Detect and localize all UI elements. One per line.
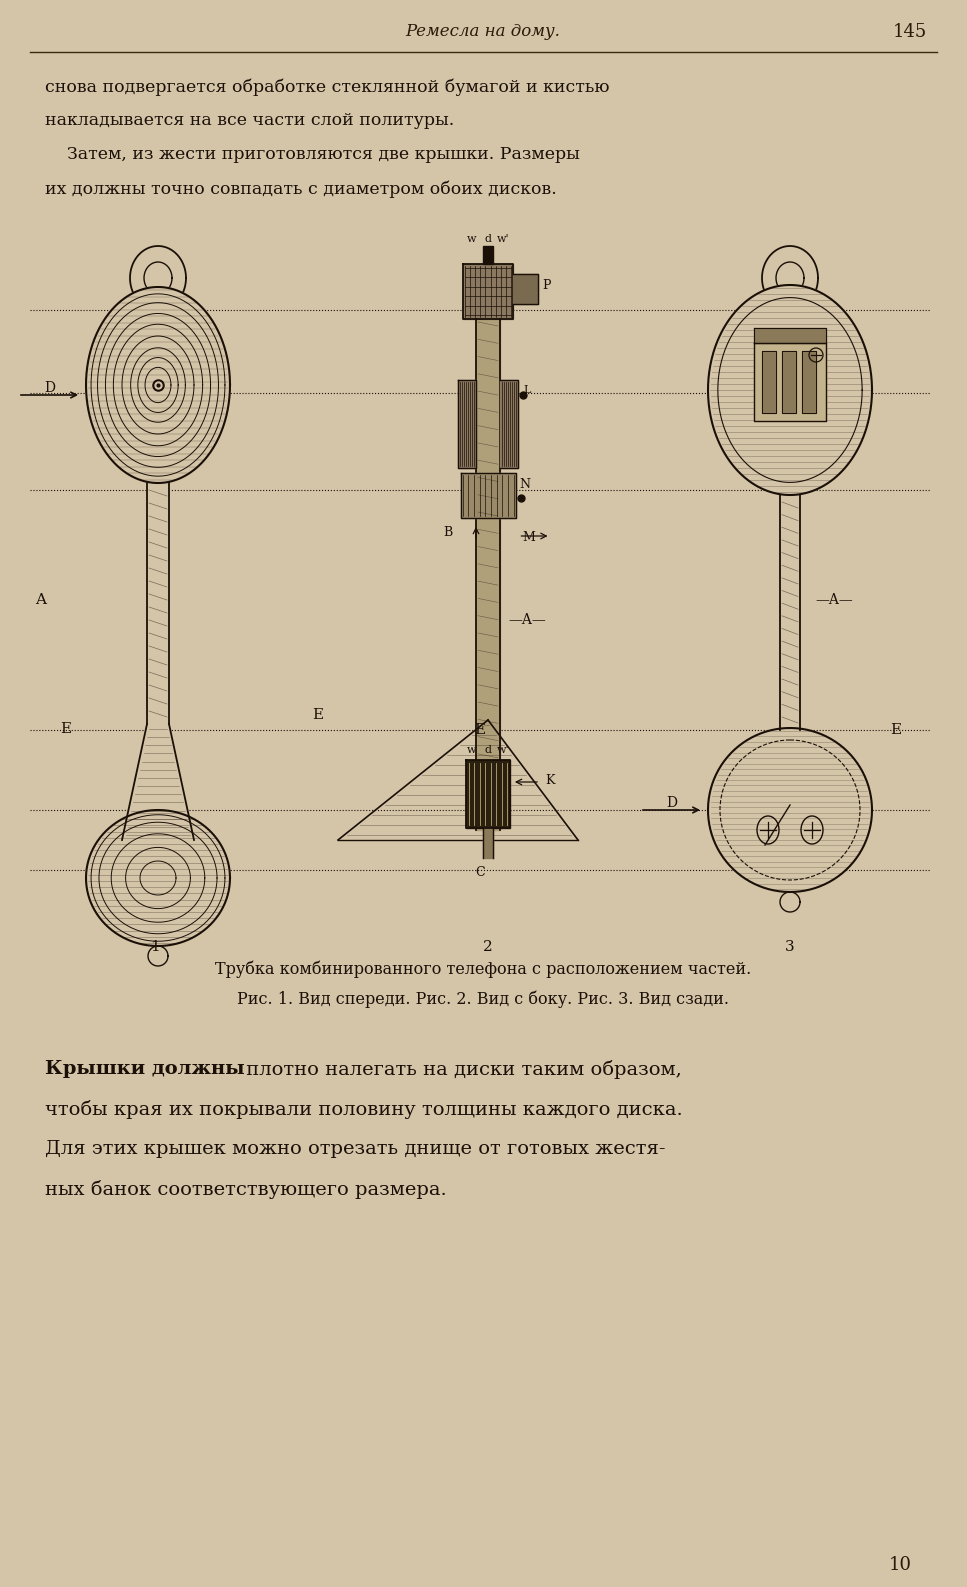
- Text: плотно налегать на диски таким образом,: плотно налегать на диски таким образом,: [240, 1060, 682, 1079]
- Text: Для этих крышек можно отрезать днище от готовых жестя-: Для этих крышек можно отрезать днище от …: [45, 1139, 665, 1159]
- Text: чтобы края их покрывали половину толщины каждого диска.: чтобы края их покрывали половину толщины…: [45, 1100, 683, 1119]
- Text: Крышки должны: Крышки должны: [45, 1060, 245, 1078]
- Polygon shape: [754, 329, 826, 343]
- Text: E: E: [312, 708, 323, 722]
- Polygon shape: [762, 351, 776, 413]
- Polygon shape: [782, 351, 796, 413]
- Text: N: N: [519, 478, 531, 490]
- Text: d: d: [484, 233, 491, 244]
- Text: w: w: [467, 233, 477, 244]
- Text: P: P: [542, 279, 550, 292]
- Text: L: L: [523, 386, 530, 395]
- Text: ных банок соответствующего размера.: ных банок соответствующего размера.: [45, 1181, 447, 1200]
- Text: 2: 2: [484, 940, 493, 954]
- Text: D: D: [666, 797, 677, 809]
- Text: E: E: [60, 722, 71, 736]
- Text: M: M: [522, 532, 535, 544]
- Polygon shape: [476, 319, 500, 830]
- Polygon shape: [458, 379, 476, 468]
- Text: —A—: —A—: [508, 613, 545, 627]
- Text: 3: 3: [785, 940, 795, 954]
- Polygon shape: [780, 495, 800, 730]
- Text: Трубка комбинированного телефона с расположением частей.: Трубка комбинированного телефона с распо…: [215, 960, 751, 978]
- Text: C: C: [475, 867, 484, 879]
- Text: w: w: [467, 744, 477, 755]
- Polygon shape: [708, 286, 872, 495]
- Polygon shape: [122, 724, 194, 840]
- Text: накладывается на все части слой политуры.: накладывается на все части слой политуры…: [45, 113, 454, 129]
- Text: снова подвергается обработке стеклянной бумагой и кистью: снова подвергается обработке стеклянной …: [45, 78, 609, 95]
- Polygon shape: [802, 351, 816, 413]
- Polygon shape: [483, 246, 493, 263]
- Text: их должны точно совпадать с диаметром обоих дисков.: их должны точно совпадать с диаметром об…: [45, 179, 557, 197]
- Polygon shape: [483, 828, 493, 859]
- Text: D: D: [44, 381, 55, 395]
- Text: —A—: —A—: [815, 594, 853, 606]
- Polygon shape: [463, 263, 513, 319]
- Polygon shape: [500, 379, 518, 468]
- Polygon shape: [513, 275, 538, 305]
- Text: Рис. 1. Вид спереди. Рис. 2. Вид с боку. Рис. 3. Вид сзади.: Рис. 1. Вид спереди. Рис. 2. Вид с боку.…: [237, 990, 729, 1008]
- Polygon shape: [460, 473, 515, 517]
- Polygon shape: [708, 728, 872, 892]
- Text: 1: 1: [150, 940, 160, 954]
- Polygon shape: [86, 809, 230, 946]
- Text: E: E: [475, 724, 485, 736]
- Polygon shape: [754, 343, 826, 421]
- Text: d: d: [484, 744, 491, 755]
- Text: E: E: [890, 724, 901, 736]
- Text: A: A: [35, 594, 46, 606]
- Text: w': w': [497, 233, 510, 244]
- Text: 145: 145: [893, 22, 927, 41]
- Text: K: K: [545, 773, 554, 787]
- Polygon shape: [147, 482, 169, 724]
- Text: Затем, из жести приготовляются две крышки. Размеры: Затем, из жести приготовляются две крышк…: [45, 146, 580, 163]
- Polygon shape: [466, 760, 510, 828]
- Text: w': w': [497, 744, 510, 755]
- Text: 10: 10: [889, 1555, 912, 1574]
- Polygon shape: [86, 287, 230, 482]
- Text: Ремесла на дому.: Ремесла на дому.: [405, 24, 561, 41]
- Text: B: B: [444, 525, 453, 540]
